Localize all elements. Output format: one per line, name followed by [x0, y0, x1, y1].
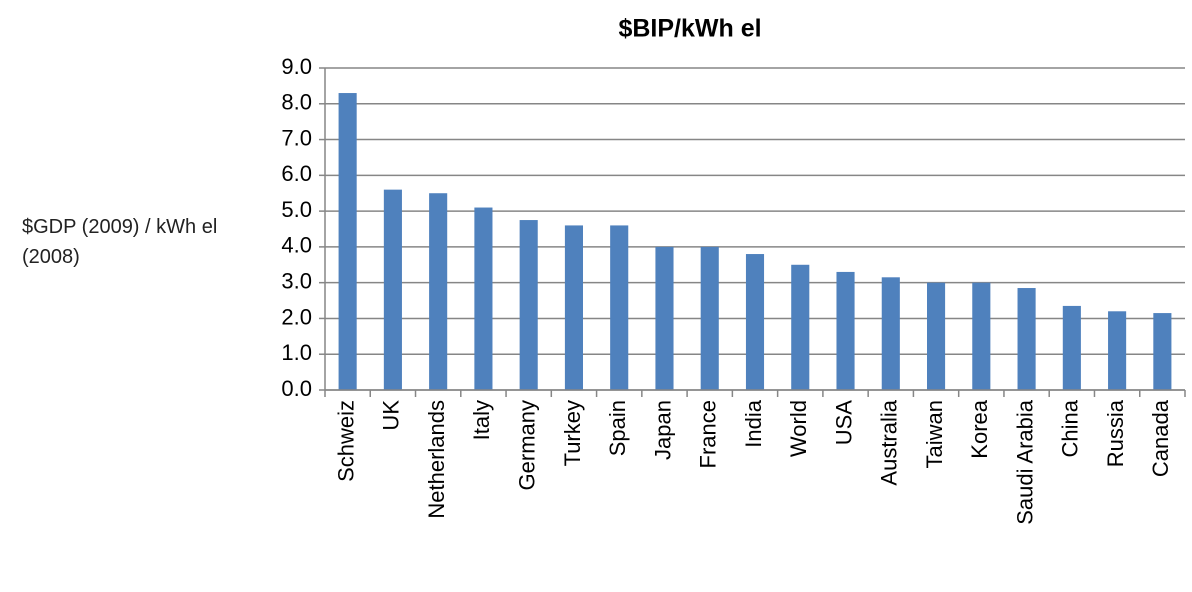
y-tick-label: 0.0	[281, 376, 312, 401]
y-tick-label: 3.0	[281, 268, 312, 293]
bar	[610, 225, 629, 390]
bar	[881, 277, 900, 390]
x-tick-label: Saudi Arabia	[1012, 399, 1037, 525]
x-tick-label: Spain	[605, 400, 630, 456]
x-tick-label: Italy	[469, 400, 494, 440]
bar	[1062, 305, 1081, 390]
x-tick-label: USA	[831, 400, 856, 446]
x-tick-label: UK	[379, 400, 404, 431]
x-tick-label: France	[696, 400, 721, 468]
chart-title: $BIP/kWh el	[618, 15, 761, 43]
bar	[836, 271, 855, 390]
y-tick-label: 7.0	[281, 125, 312, 150]
x-tick-label: Russia	[1103, 399, 1128, 467]
x-tick-label: Taiwan	[922, 400, 947, 468]
bar	[429, 193, 448, 390]
bar	[474, 207, 493, 390]
y-tick-label: 1.0	[281, 340, 312, 365]
bar	[1017, 288, 1036, 390]
x-tick-label: India	[741, 399, 766, 447]
y-tick-label: 2.0	[281, 304, 312, 329]
bar	[564, 225, 583, 390]
y-tick-label: 4.0	[281, 233, 312, 258]
x-tick-label: Germany	[514, 400, 539, 490]
y-tick-label: 5.0	[281, 197, 312, 222]
bar	[338, 93, 357, 391]
x-tick-label: Schweiz	[333, 400, 358, 482]
y-tick-label: 9.0	[281, 54, 312, 79]
x-tick-label: China	[1058, 399, 1083, 457]
x-tick-label: Canada	[1148, 399, 1173, 477]
y-axis-label: $GDP (2009) / kWh el (2008)	[22, 216, 218, 268]
x-tick-label: Korea	[967, 399, 992, 458]
bar	[927, 282, 946, 390]
x-tick-label: Turkey	[560, 400, 585, 466]
bar	[1153, 313, 1172, 390]
bar	[972, 282, 991, 390]
bar	[791, 264, 810, 390]
bar	[745, 254, 765, 390]
x-tick-label: Australia	[877, 399, 902, 485]
x-tick-label: Netherlands	[424, 400, 449, 519]
bar	[1108, 311, 1127, 390]
x-tick-label: Japan	[650, 400, 675, 460]
x-tick-label: World	[786, 400, 811, 457]
y-tick-label: 8.0	[281, 90, 312, 115]
bar	[519, 220, 538, 390]
y-tick-label: 6.0	[281, 161, 312, 186]
bar	[700, 246, 719, 390]
bar	[383, 189, 402, 390]
bar	[655, 246, 674, 390]
